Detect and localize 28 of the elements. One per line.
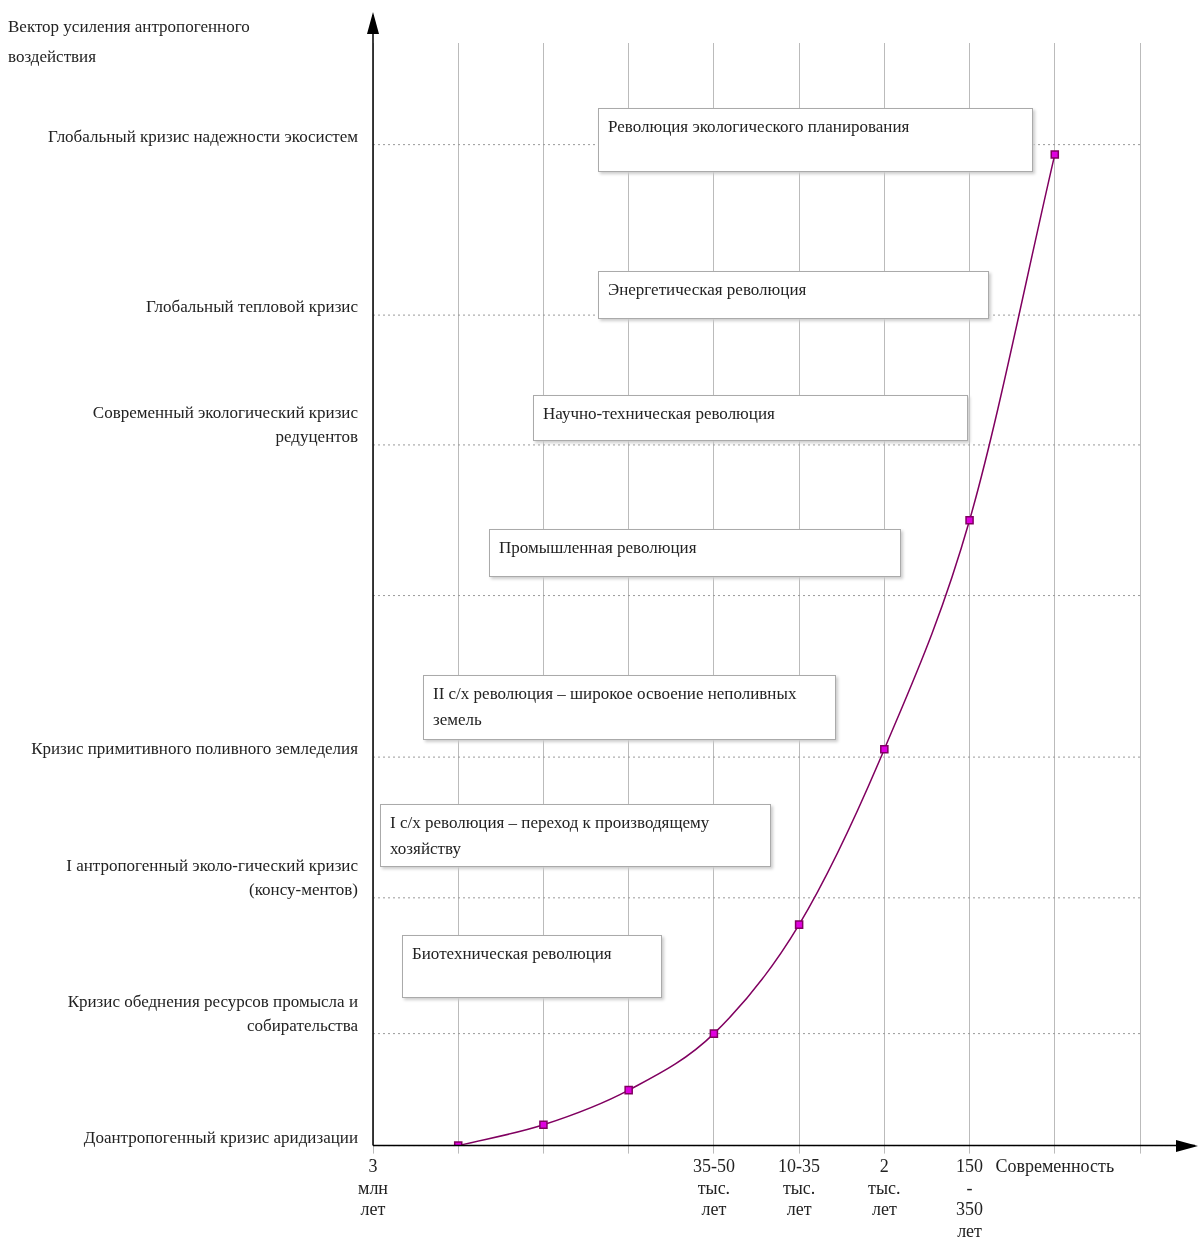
ref-line-label: Кризис примитивного поливного земледелия [30,738,358,761]
text: Вектор усиления антропогенного воздействия [8,16,251,68]
text: Революция экологического планирования [608,116,911,138]
x-tick-label: 2 тыс. лет [868,1156,901,1220]
x-tick-label: 3 млн лет [357,1156,389,1220]
ref-line-label: Кризис обеднения ресурсов промысла и собирательства [66,990,358,1037]
point [539,1120,548,1130]
x-tick-label: Современность [995,1156,1115,1177]
annotation: Биотехническая революция [412,943,613,965]
ref-line-label: Глобальный кризис надежности экосистем [47,125,358,148]
point [880,744,889,754]
point [794,920,804,929]
annotation: II с/х революция – широкое освоение неполивных земель [433,683,798,731]
point [1050,150,1060,159]
ref-line-label: Глобальный тепловой кризис [145,296,358,319]
point [624,1085,633,1095]
annotation: Энергетическая революция [608,279,808,301]
ref-line-label: Доантропогенный кризис аридизации [82,1126,358,1149]
x-tick-label: 35-50 тыс. лет [692,1156,735,1220]
ref-line-label: Современный экологический кризис редуцентов [91,401,358,448]
point [965,515,974,525]
annotation: I с/х революция – переход к производящему хозяйству [390,812,711,860]
x-tick-label: 150 - 350 лет [956,1156,984,1241]
ref-line-label: I антропогенный эколо-гический кризис (консу-ментов) [65,854,358,901]
annotation: Научно-техническая революция [543,403,776,425]
x-tick-label: 10-35 тыс. лет [778,1156,821,1220]
annotation: Промышленная революция [499,537,698,559]
point [709,1029,719,1038]
